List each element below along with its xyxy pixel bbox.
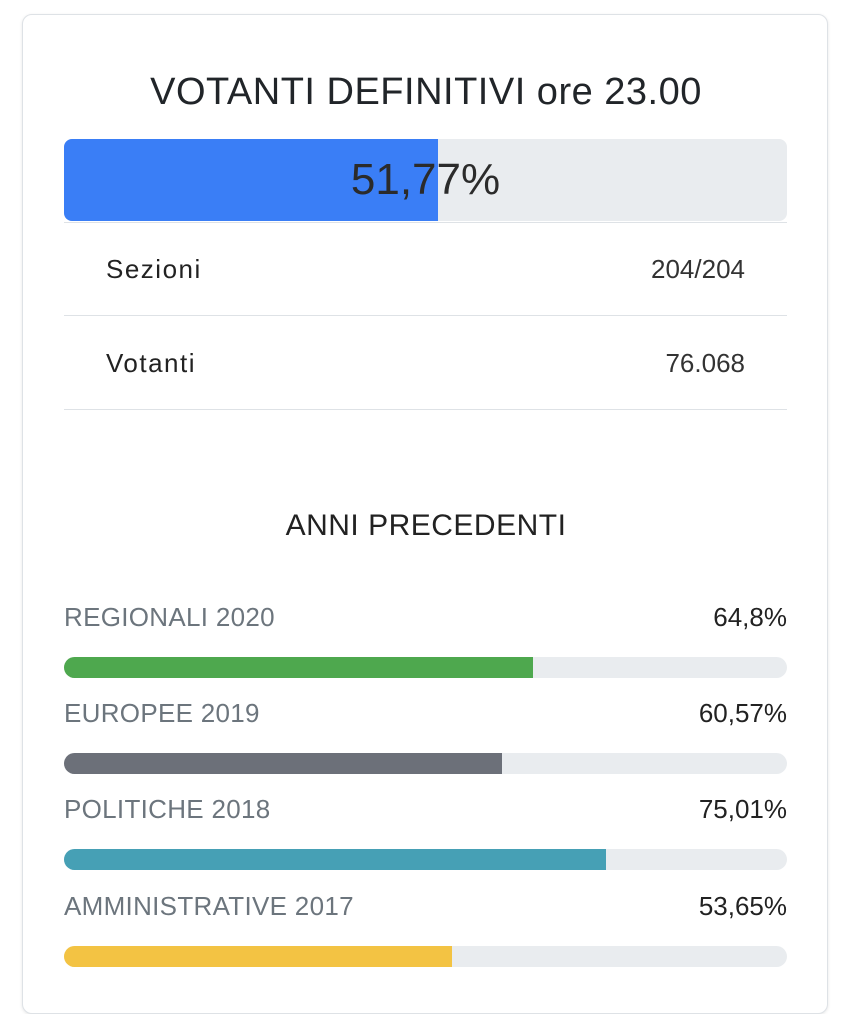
previous-item-name: POLITICHE 2018 [64, 794, 271, 824]
turnout-percentage: 51,77% [350, 155, 501, 204]
previous-item-politiche-2018: POLITICHE 2018 75,01% [64, 794, 787, 874]
stat-label: Sezioni [106, 254, 202, 284]
stat-row-votanti: Votanti 76.068 [64, 317, 787, 410]
previous-item-bar-fill [64, 657, 533, 678]
previous-item-bar [64, 946, 787, 967]
previous-item-bar [64, 753, 787, 774]
stat-value: 76.068 [665, 348, 745, 378]
previous-item-name: REGIONALI 2020 [64, 602, 275, 632]
previous-item-bar [64, 849, 787, 870]
previous-item-value: 53,65% [698, 891, 787, 921]
previous-item-regionali-2020: REGIONALI 2020 64,8% [64, 602, 787, 682]
previous-item-bar [64, 657, 787, 678]
stat-label: Votanti [106, 348, 197, 378]
turnout-progress-bar: 51,77% [64, 139, 787, 221]
card-title: VOTANTI DEFINITIVI ore 23.00 [150, 71, 702, 113]
turnout-card: VOTANTI DEFINITIVI ore 23.00 51,77% Sezi… [22, 14, 828, 1014]
divider [64, 222, 787, 223]
previous-item-bar-fill [64, 849, 607, 870]
previous-item-amministrative-2017: AMMINISTRATIVE 2017 53,65% [64, 891, 787, 971]
section-title-previous-years: ANNI PRECEDENTI [285, 509, 567, 542]
stat-value: 204/204 [651, 254, 745, 284]
previous-item-bar-fill [64, 753, 502, 774]
stat-row-sezioni: Sezioni 204/204 [64, 223, 787, 316]
previous-item-value: 75,01% [698, 794, 787, 824]
previous-item-value: 64,8% [713, 602, 787, 632]
turnout-progress-fill [64, 139, 439, 221]
previous-item-value: 60,57% [698, 698, 787, 728]
previous-item-name: AMMINISTRATIVE 2017 [64, 891, 354, 921]
previous-item-europee-2019: EUROPEE 2019 60,57% [64, 698, 787, 778]
previous-item-bar-fill [64, 946, 452, 967]
previous-item-name: EUROPEE 2019 [64, 698, 260, 728]
